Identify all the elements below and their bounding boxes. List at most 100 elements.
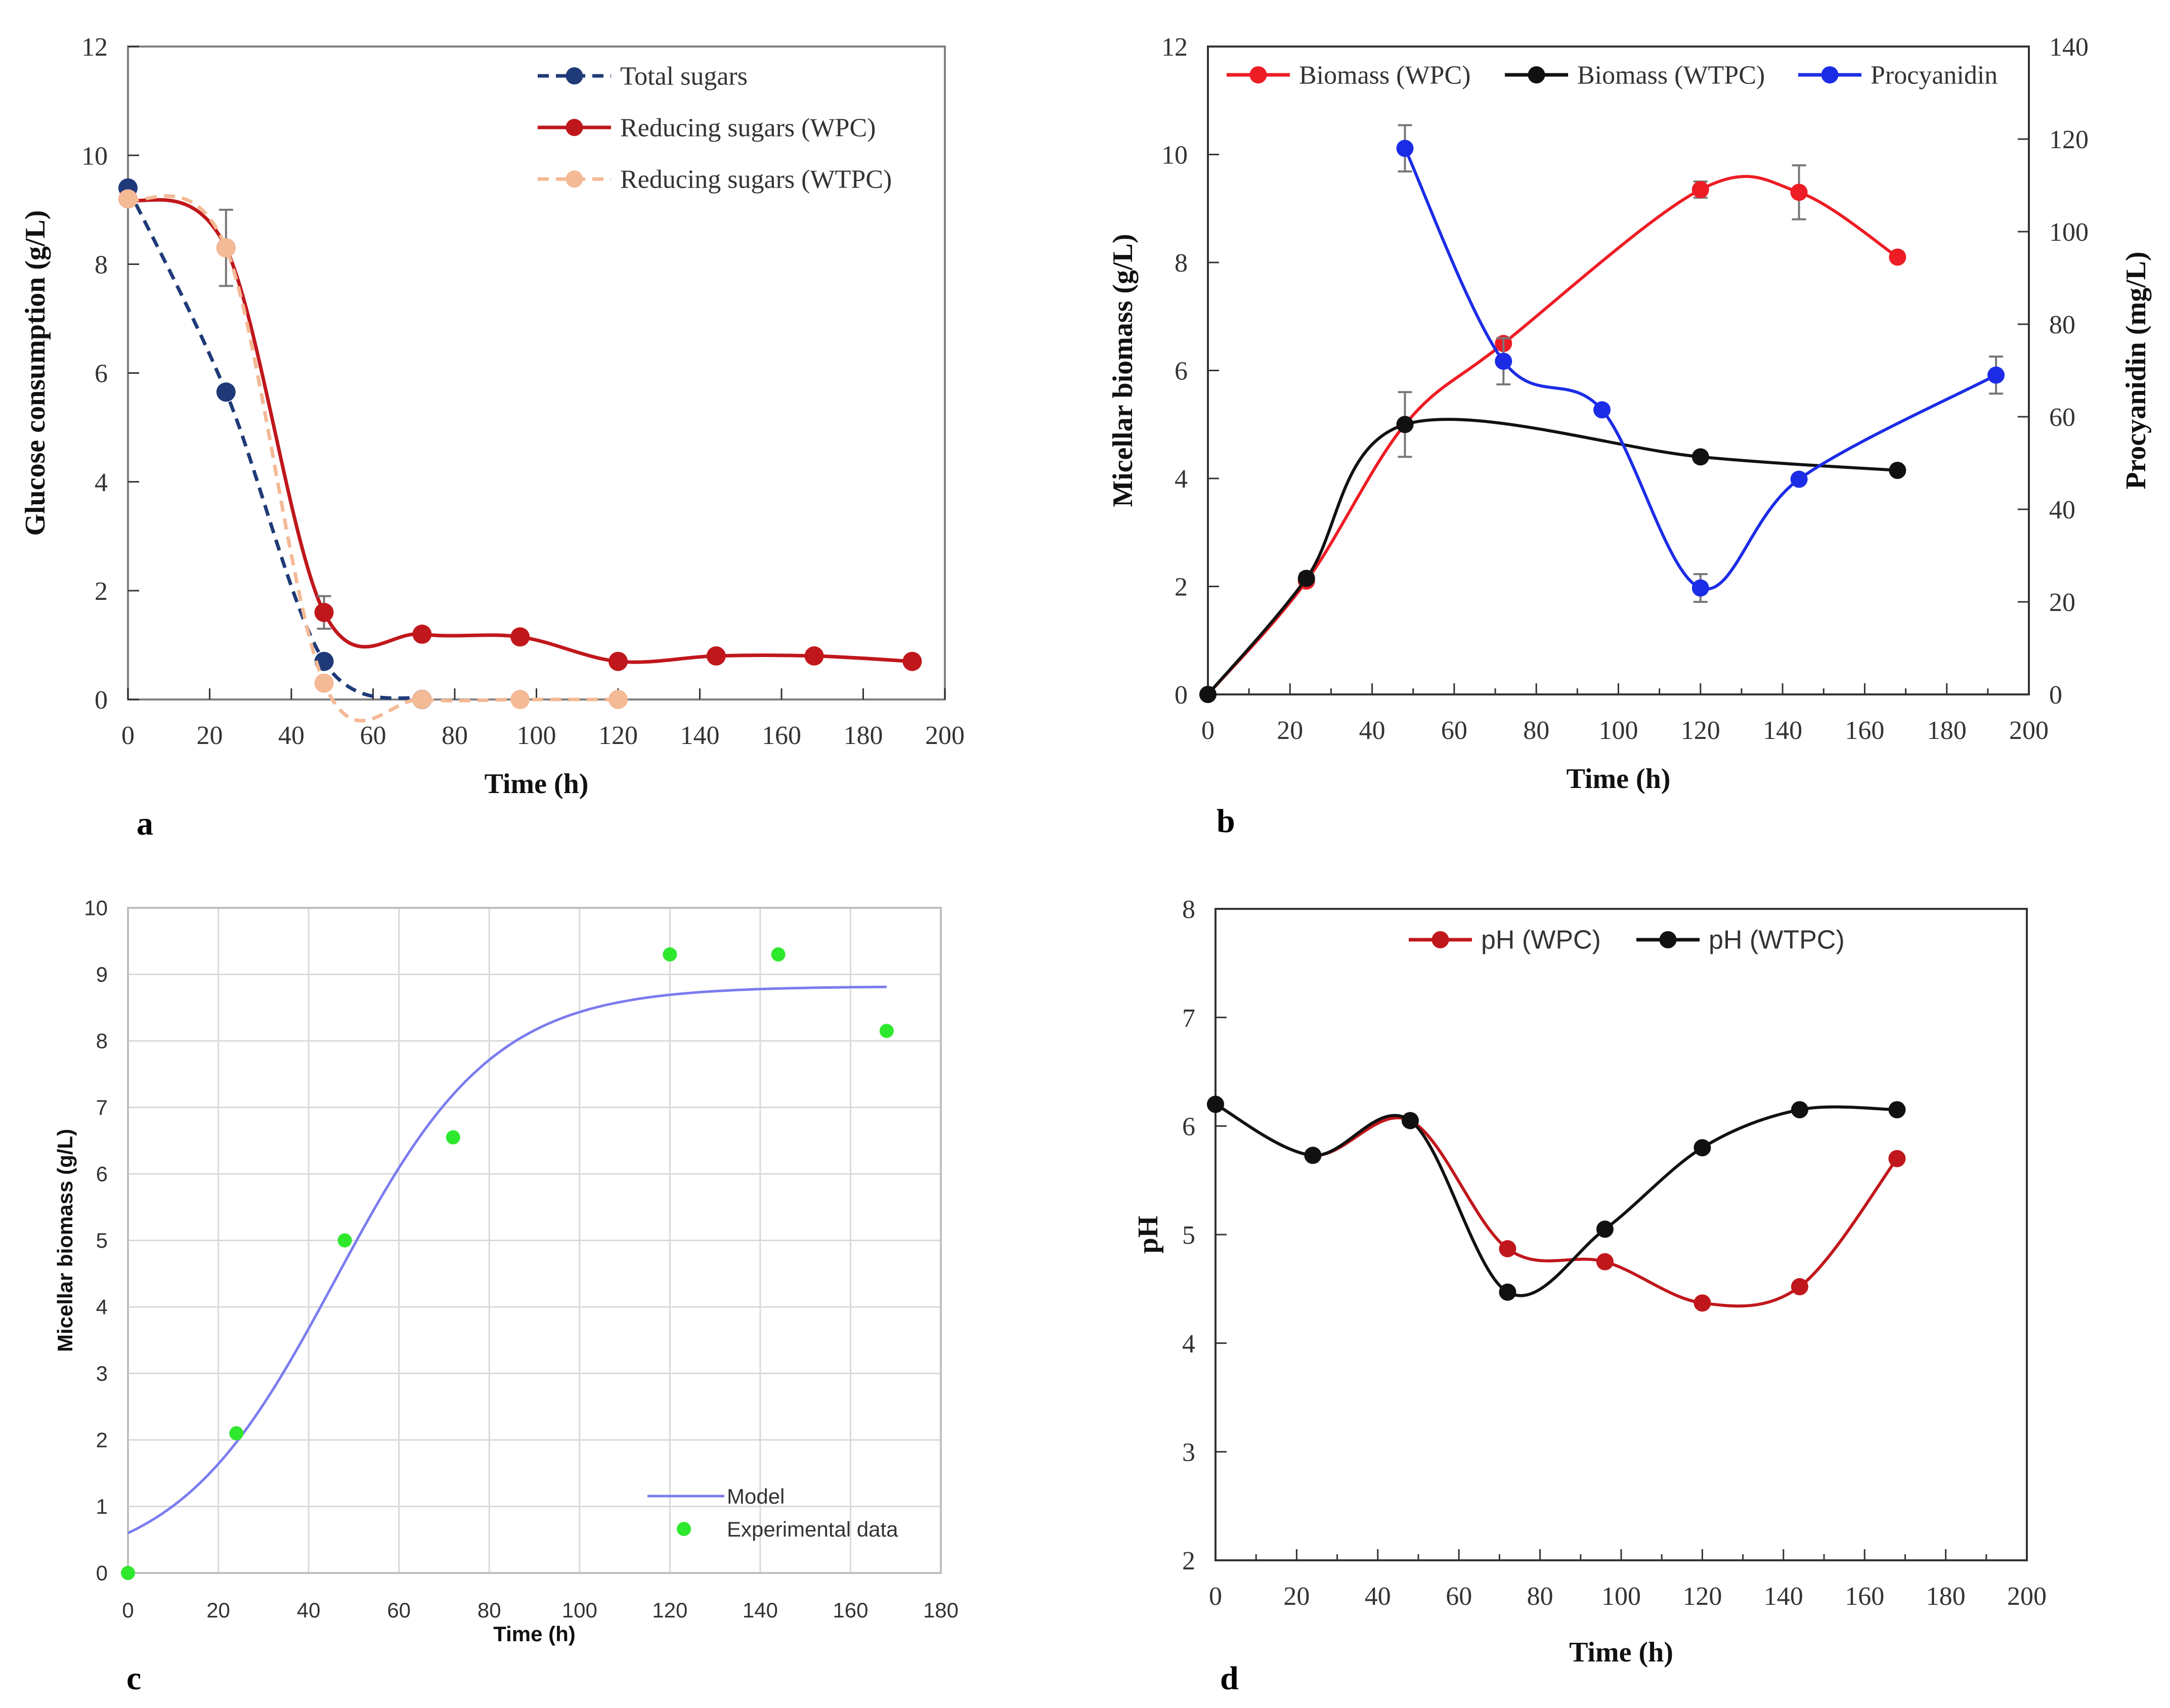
x-tick-label: 80	[1527, 1582, 1553, 1611]
x-tick-label: 120	[598, 721, 638, 750]
data-point	[446, 1130, 460, 1145]
data-point	[510, 690, 530, 709]
y-tick-label: 3	[96, 1362, 108, 1385]
panel-a-chart: 0 20 40 60 80 100 120 140 160 180 200 0 2 4 6 8 10 12 Time…	[20, 33, 965, 800]
x-tick-label: 0	[1209, 1582, 1222, 1611]
data-point	[314, 602, 334, 622]
x-tick-label: 180	[844, 721, 883, 750]
data-point	[902, 651, 922, 671]
data-point	[412, 624, 432, 644]
x-tick-label: 140	[743, 1598, 778, 1622]
x-tick-label: 20	[206, 1598, 230, 1622]
y-tick-label: 8	[1175, 249, 1188, 278]
data-point	[1691, 181, 1709, 198]
data-point	[314, 673, 334, 693]
x-tick-label: 40	[278, 721, 305, 750]
data-point	[879, 1024, 894, 1038]
y2-tick-label: 20	[2049, 588, 2075, 617]
y-tick-label: 5	[1182, 1221, 1195, 1250]
series-line-1	[1206, 418, 1898, 695]
y-tick-label: 10	[81, 142, 108, 170]
x-tick-label: 160	[762, 721, 801, 750]
data-point	[663, 947, 677, 962]
data-point	[216, 238, 236, 258]
legend-label: pH (WPC)	[1481, 926, 1601, 955]
y-axis-title: Micellar biomass (g/L)	[1107, 234, 1139, 507]
y-tick-label: 0	[96, 1561, 108, 1585]
series-line-2	[1403, 148, 1997, 591]
data-point	[1596, 1220, 1614, 1238]
data-point	[1593, 401, 1611, 419]
data-point	[1304, 1147, 1322, 1164]
data-point	[1297, 570, 1315, 587]
legend-label: Reducing sugars (WTPC)	[620, 165, 892, 194]
x-tick-label: 40	[1359, 716, 1385, 745]
x-axis-title: Time (h)	[1569, 1637, 1673, 1668]
y2-tick-label: 140	[2049, 33, 2089, 62]
y2-tick-label: 0	[2049, 681, 2062, 710]
legend: Total sugars Reducing sugars (WPC) Reducin…	[538, 62, 892, 194]
legend-marker	[566, 67, 583, 84]
data-point	[1694, 1139, 1711, 1157]
y2-tick-label: 80	[2049, 311, 2075, 339]
y-tick-label: 12	[1161, 33, 1188, 62]
y-tick-label: 8	[95, 251, 108, 280]
data-point	[1691, 579, 1709, 597]
x-tick-label: 180	[923, 1598, 959, 1622]
data-point	[609, 651, 628, 671]
y-tick-label: 10	[1161, 141, 1188, 170]
y-tick-label: 0	[95, 686, 108, 715]
x-tick-label: 0	[121, 721, 135, 750]
y-tick-label: 4	[1175, 465, 1188, 494]
x-tick-label: 100	[1601, 1582, 1641, 1611]
legend: Biomass (WPC) Biomass (WTPC) Procyanidin	[1227, 61, 1998, 90]
x-tick-label: 160	[833, 1598, 868, 1622]
data-point	[1790, 184, 1808, 201]
x-tick-label: 100	[562, 1598, 597, 1622]
data-point	[229, 1426, 244, 1440]
x-tick-label: 60	[1446, 1582, 1472, 1611]
data-point	[706, 646, 726, 666]
x-tick-label: 120	[652, 1598, 687, 1622]
data-point	[1495, 353, 1512, 370]
y2-tick-label: 100	[2049, 218, 2089, 247]
x-tick-label: 80	[442, 721, 468, 750]
legend-label: Procyanidin	[1871, 61, 1998, 90]
x-tick-label: 60	[360, 721, 386, 750]
y-axis-title: Micellar biomass (g/L)	[53, 1129, 77, 1352]
y2-tick-label: 40	[2049, 496, 2075, 524]
x-tick-label: 200	[2009, 716, 2049, 745]
legend: Model Experimental data	[647, 1484, 898, 1541]
x-tick-label: 140	[1764, 1582, 1803, 1611]
y-tick-label: 10	[84, 896, 108, 920]
x-tick-label: 20	[1283, 1582, 1310, 1611]
legend-label: Biomass (WTPC)	[1577, 61, 1765, 90]
y-tick-label: 6	[1175, 357, 1188, 386]
legend-label: Total sugars	[620, 62, 748, 91]
y-tick-label: 4	[96, 1295, 108, 1319]
x-tick-label: 100	[1599, 716, 1638, 745]
y-tick-label: 4	[1182, 1330, 1195, 1359]
data-point	[337, 1233, 352, 1248]
data-point	[1694, 1294, 1711, 1312]
x-tick-label: 200	[2007, 1582, 2047, 1611]
data-point	[216, 382, 236, 402]
data-point	[118, 189, 138, 209]
y-tick-label: 7	[96, 1096, 108, 1119]
legend-marker	[1659, 931, 1677, 948]
x-tick-label: 160	[1845, 1582, 1884, 1611]
legend-label: Model	[727, 1484, 785, 1508]
data-point	[1199, 686, 1217, 703]
x-axis-title: Time (h)	[485, 768, 589, 800]
data-point	[1401, 1112, 1419, 1129]
plot-frame	[127, 907, 942, 1574]
y2-tick-label: 120	[2049, 125, 2089, 154]
x-tick-label: 120	[1682, 1582, 1722, 1611]
panel-label-a: a	[137, 805, 153, 842]
y-tick-label: 4	[95, 468, 108, 497]
data-point	[1889, 461, 1906, 479]
data-point	[804, 646, 824, 666]
series-line-0	[126, 187, 423, 702]
